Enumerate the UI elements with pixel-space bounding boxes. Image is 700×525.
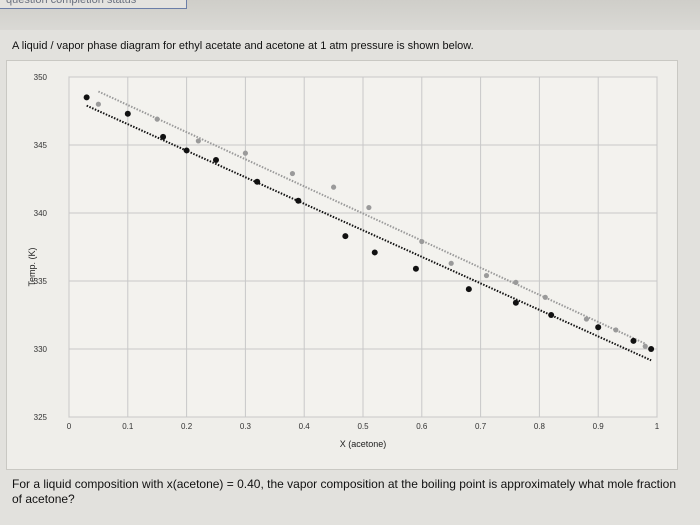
x-tick-label: 0.8	[534, 422, 546, 431]
data-point	[295, 197, 302, 204]
data-point	[254, 178, 261, 185]
top-strip: question completion status	[0, 0, 700, 31]
data-point	[183, 147, 190, 154]
series-layer	[83, 90, 655, 362]
data-point	[289, 170, 296, 177]
x-tick-label: 0.6	[416, 422, 428, 431]
y-tick-label: 340	[34, 209, 48, 218]
data-point	[512, 299, 519, 306]
data-point	[583, 316, 590, 322]
trendline-series-2	[86, 104, 652, 362]
data-point	[242, 150, 248, 156]
data-point	[366, 204, 372, 211]
tick-layer: 0 0.1 0.2 0.3 0.4 0.5 0.6 0.7 0.8 0.9 1 325 330 335 34…	[34, 73, 660, 431]
data-point	[83, 94, 90, 101]
data-point	[419, 238, 425, 245]
data-point	[213, 156, 219, 163]
phase-diagram-chart: 0 0.1 0.2 0.3 0.4 0.5 0.6 0.7 0.8 0.9 1 325 330 335 34…	[27, 73, 660, 449]
data-point	[548, 312, 555, 318]
x-tick-label: 0.1	[122, 422, 134, 431]
y-tick-label: 345	[34, 141, 48, 150]
data-point	[542, 294, 548, 300]
question-intro: A liquid / vapor phase diagram for ethyl…	[12, 40, 474, 52]
data-point	[613, 327, 619, 333]
y-tick-label: 335	[34, 277, 48, 286]
data-point	[95, 101, 101, 107]
data-point	[412, 265, 419, 272]
chart-area: 0 0.1 0.2 0.3 0.4 0.5 0.6 0.7 0.8 0.9 1 325 330 335 34…	[6, 60, 678, 470]
x-tick-label: 0.4	[299, 422, 311, 431]
data-point	[448, 260, 454, 266]
data-point	[154, 116, 160, 122]
data-point	[160, 133, 167, 140]
trendline-series-1	[97, 90, 646, 345]
y-axis-title: Temp. (K)	[27, 247, 37, 286]
x-tick-label: 0.7	[475, 422, 487, 431]
status-label: question completion status	[0, 0, 187, 9]
data-point	[195, 138, 201, 144]
data-point	[124, 110, 131, 117]
data-point	[595, 324, 602, 331]
x-tick-label: 0	[67, 422, 72, 431]
y-tick-label: 325	[34, 413, 48, 422]
grid-layer	[68, 76, 658, 418]
x-tick-label: 0.3	[240, 422, 252, 431]
data-point	[331, 184, 337, 190]
data-point	[371, 249, 378, 256]
data-point	[483, 272, 490, 279]
x-tick-label: 0.2	[181, 422, 193, 431]
y-tick-label: 350	[34, 73, 48, 82]
x-tick-label: 0.5	[357, 422, 369, 431]
data-point	[342, 233, 349, 240]
x-tick-label: 1	[655, 422, 660, 431]
data-point	[642, 343, 648, 349]
x-tick-label: 0.9	[593, 422, 605, 431]
data-point	[513, 279, 519, 285]
data-point	[630, 337, 637, 344]
data-point	[648, 346, 655, 352]
question-text: For a liquid composition with x(acetone)…	[12, 477, 677, 506]
data-point	[465, 286, 472, 293]
y-tick-label: 330	[34, 345, 48, 354]
x-axis-title: X (acetone)	[340, 439, 387, 449]
